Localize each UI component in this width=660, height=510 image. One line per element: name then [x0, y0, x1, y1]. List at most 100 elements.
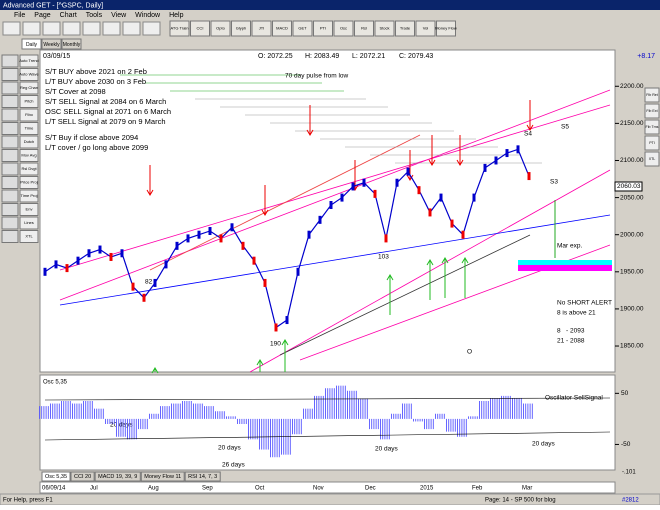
left-tool-icon[interactable]	[1, 176, 19, 189]
toolbar-icon[interactable]	[102, 21, 121, 36]
toolbar-icon[interactable]	[2, 21, 21, 36]
ohlc-close: C: 2079.43	[399, 53, 433, 60]
left-tool-icon[interactable]	[1, 162, 19, 176]
right-tool[interactable]	[644, 135, 660, 151]
green-arrowhead	[281, 339, 289, 346]
left-tool[interactable]	[19, 176, 39, 189]
candle	[109, 252, 113, 261]
ohlc-low: L: 2072.21	[352, 53, 385, 60]
left-tool-icon[interactable]	[1, 108, 19, 122]
left-tool[interactable]	[19, 135, 39, 149]
right-tool[interactable]	[644, 87, 660, 103]
toolbar-button[interactable]	[415, 20, 436, 37]
toolbar-button[interactable]	[354, 20, 374, 37]
left-tool[interactable]	[19, 122, 39, 135]
toolbar-icon[interactable]	[122, 21, 141, 36]
annotation: OSC SELL Signal at 2071 on 6 March	[45, 107, 171, 116]
toolbar-button[interactable]	[333, 20, 354, 37]
left-tool-label: Lines	[24, 220, 34, 225]
left-tool-icon[interactable]	[1, 216, 19, 230]
toolbar-label: MACD	[276, 26, 288, 31]
toolbar-button[interactable]	[190, 20, 210, 37]
indicator-tab[interactable]	[70, 471, 95, 482]
indicator-tab[interactable]	[41, 471, 71, 482]
left-tool-label: Time	[25, 126, 35, 131]
left-tool-icon[interactable]	[1, 230, 19, 243]
toolbar-icon[interactable]	[22, 21, 41, 36]
indicator-tab[interactable]	[94, 471, 141, 482]
date-tick-label: Jul	[90, 486, 98, 492]
left-tool[interactable]	[19, 230, 39, 243]
toolbar-button[interactable]	[272, 20, 292, 37]
period-tab[interactable]	[61, 38, 82, 50]
candle	[65, 264, 69, 273]
candle	[208, 226, 212, 235]
left-tool[interactable]	[19, 149, 39, 162]
left-tool-label: XTL	[25, 234, 33, 239]
left-tool[interactable]	[19, 162, 39, 176]
toolbar-button[interactable]	[251, 20, 272, 37]
toolbar-button[interactable]	[395, 20, 415, 37]
menu-item[interactable]: View	[111, 12, 127, 19]
left-tool[interactable]	[19, 108, 39, 122]
toolbar-icon[interactable]	[62, 21, 81, 36]
price-tick-label: 2100.00	[620, 157, 644, 164]
menu-item[interactable]: Page	[34, 12, 50, 19]
left-tool[interactable]	[19, 189, 39, 203]
left-tool[interactable]	[19, 95, 39, 108]
left-tool[interactable]	[19, 216, 39, 230]
toolbar-button[interactable]	[436, 20, 456, 37]
menu-item[interactable]: Window	[135, 12, 161, 19]
toolbar-label: Vol	[423, 26, 429, 31]
left-tool-icon[interactable]	[1, 95, 19, 108]
left-tool[interactable]	[19, 68, 39, 81]
period-tab[interactable]	[41, 38, 62, 50]
menu-item[interactable]: File	[14, 12, 25, 19]
left-tool-icon[interactable]	[1, 68, 19, 81]
left-tool-icon[interactable]	[1, 122, 19, 135]
period-tab[interactable]	[21, 38, 42, 50]
left-tool-icon[interactable]	[1, 203, 19, 216]
menu-item[interactable]: Tools	[86, 12, 103, 19]
candle	[461, 230, 465, 239]
menu-item[interactable]: Chart	[60, 12, 77, 19]
candle	[241, 241, 245, 250]
toolbar-button[interactable]	[292, 20, 313, 37]
annotation: 82	[145, 279, 153, 286]
left-tool-icon[interactable]	[1, 54, 19, 68]
right-tool[interactable]	[644, 119, 660, 135]
right-tool[interactable]	[644, 103, 660, 119]
left-tool[interactable]	[19, 81, 39, 95]
candle	[87, 249, 91, 258]
right-tool[interactable]	[644, 151, 660, 167]
left-tool-label: Price Proj	[20, 180, 37, 185]
left-tool-icon[interactable]	[1, 81, 19, 95]
toolbar-icon[interactable]	[82, 21, 101, 36]
left-tool-label: Auto Trend	[19, 58, 39, 63]
left-tool-icon[interactable]	[1, 149, 19, 162]
annotation: O	[467, 349, 472, 356]
left-tool[interactable]	[19, 203, 39, 216]
date-tick-label: Dec	[365, 486, 376, 492]
indicator-tab[interactable]	[140, 471, 185, 482]
left-tool[interactable]	[19, 54, 39, 68]
ohlc-high: H: 2083.49	[305, 53, 339, 60]
date-label: 03/09/15	[43, 53, 70, 60]
status-page: Page: 14 - SP 500 for blog	[485, 498, 556, 504]
toolbar-button[interactable]	[231, 20, 251, 37]
candle	[120, 249, 124, 258]
toolbar-button[interactable]	[210, 20, 231, 37]
price-pane	[39, 49, 616, 373]
toolbar-button[interactable]	[169, 20, 190, 37]
menu-item[interactable]: Help	[169, 12, 184, 19]
toolbar-button[interactable]	[374, 20, 395, 37]
toolbar-button[interactable]	[313, 20, 333, 37]
indicator-tab[interactable]	[184, 471, 221, 482]
toolbar-icon[interactable]	[42, 21, 61, 36]
left-tool-icon[interactable]	[1, 189, 19, 203]
toolbar-icon[interactable]	[142, 21, 161, 36]
date-tick-label: Nov	[313, 486, 324, 492]
annotation: S3	[550, 179, 558, 186]
toolbar-label: Opto	[216, 26, 225, 31]
left-tool-icon[interactable]	[1, 135, 19, 149]
